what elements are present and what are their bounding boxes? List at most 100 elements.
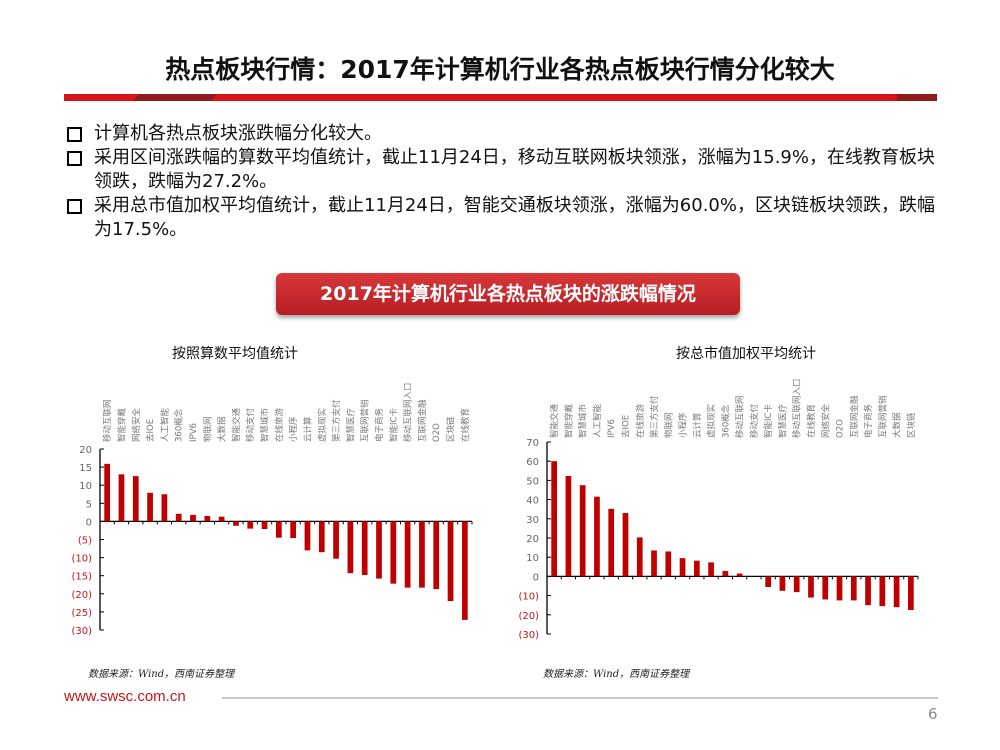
bar — [447, 521, 454, 602]
footer-divider — [222, 697, 938, 699]
y-tick-label: 30 — [526, 515, 539, 526]
y-tick-label: (15) — [71, 572, 92, 583]
chart-title-left: 按照算数平均值统计 — [172, 346, 298, 362]
bar — [361, 521, 368, 575]
bar — [290, 521, 297, 539]
footer-website-link[interactable]: www.swsc.com.cn — [64, 688, 186, 705]
category-label: 区块链 — [906, 412, 917, 438]
category-label: 智能IC卡 — [763, 404, 774, 438]
category-label: 去IOE — [620, 415, 631, 438]
slide-title: 热点板块行情：2017年计算机行业各热点板块行情分化较大 — [165, 55, 835, 84]
category-label: 虚拟现实 — [317, 408, 328, 442]
category-label: 智能穿戴 — [563, 403, 574, 438]
category-label: 移动互联网入口 — [792, 378, 803, 438]
y-tick-label: (10) — [71, 554, 92, 565]
bullet-text: 采用总市值加权平均值统计，截止11月24日，智能交通板块领涨，涨幅为60.0%，… — [94, 195, 935, 240]
bar — [836, 576, 843, 601]
bar — [594, 496, 600, 577]
bar — [376, 521, 382, 579]
bar — [651, 550, 657, 577]
bar — [161, 494, 168, 522]
category-label: 在线教育 — [460, 408, 471, 442]
category-label: 互联网金融 — [849, 395, 860, 438]
bar — [333, 521, 339, 559]
bar — [693, 560, 700, 577]
bar — [565, 475, 572, 577]
bar — [736, 573, 743, 577]
category-label: 小程序 — [288, 416, 299, 442]
category-label: 360概念 — [720, 404, 731, 438]
bar — [793, 576, 800, 593]
y-tick-label: 5 — [86, 499, 92, 510]
bar — [204, 515, 211, 522]
category-label: 智能交通 — [549, 403, 560, 438]
category-label: 移动支付 — [245, 407, 256, 442]
bar-chart-weighted: 70 60 50 40 30 20 10 0 (10) (20) (30) 智能交通 智能穿戴 智慧城市人… — [518, 378, 919, 641]
bar — [190, 514, 196, 522]
page-number: 6 — [928, 705, 938, 723]
category-label: 在线教育 — [806, 404, 817, 438]
category-label: O2O — [836, 419, 846, 438]
bar — [233, 521, 239, 526]
y-tick-label: (30) — [518, 630, 539, 641]
bar — [247, 521, 254, 529]
category-label: IPV6 — [607, 419, 617, 438]
category-label: 第三方支付 — [331, 399, 342, 442]
bar-chart-arithmetic: 20 15 10 5 0 (5) (10) (15) (20) (25) (30) 移动互联网 智能穿戴… — [71, 382, 473, 637]
bar — [104, 463, 111, 522]
y-tick-label: 15 — [79, 463, 92, 474]
bar — [908, 576, 914, 610]
bar — [218, 516, 225, 522]
bar — [579, 485, 586, 577]
bar — [404, 521, 411, 588]
category-label: 虚拟现实 — [706, 404, 717, 438]
bar — [390, 521, 397, 584]
category-label: 移动互联网 — [102, 399, 113, 442]
bullet-text: 计算机各热点板块涨跌幅分化较大。 — [94, 123, 382, 144]
bar — [665, 551, 672, 577]
category-label: 互联网营销 — [360, 399, 371, 442]
y-tick-label: (30) — [71, 626, 92, 637]
bar — [304, 521, 311, 551]
y-tick-label: 0 — [86, 517, 92, 528]
bar — [779, 576, 786, 591]
category-label: 智能穿戴 — [116, 407, 127, 442]
y-tick-label: (5) — [78, 536, 92, 547]
y-tick-label: (20) — [71, 590, 92, 601]
bar — [461, 521, 468, 620]
bullet-text: 采用区间涨跌幅的算数平均值统计，截止11月24日，移动互联网板块领涨，涨幅为15… — [94, 147, 935, 192]
category-label: IPV6 — [189, 423, 199, 442]
category-label: 大数据 — [217, 416, 228, 442]
bar — [132, 476, 139, 522]
bar — [551, 461, 557, 577]
category-label: 第三方支付 — [649, 395, 660, 438]
y-tick-label: (10) — [518, 592, 539, 603]
category-label: 互联网金融 — [417, 399, 428, 442]
square-bullet-icon — [67, 151, 82, 166]
section-banner: 2017年计算机行业各热点板块的涨跌幅情况 — [276, 273, 740, 315]
category-label: 智慧城市 — [578, 403, 589, 438]
bar — [722, 571, 729, 577]
y-tick-label: (20) — [518, 611, 539, 622]
chart-title-right: 按总市值加权平均统计 — [676, 346, 816, 362]
bar — [175, 513, 182, 522]
bar — [608, 508, 615, 577]
bar — [147, 492, 153, 522]
category-label: 360概念 — [174, 408, 185, 442]
y-tick-label: (25) — [71, 608, 92, 619]
category-label: 去IOE — [145, 419, 156, 442]
category-label: 互联网营销 — [877, 395, 888, 438]
bar — [261, 521, 268, 530]
category-label: 区块链 — [446, 416, 457, 442]
bar — [808, 576, 814, 598]
category-label: 智慧城市 — [260, 407, 271, 442]
category-label: 智慧医疗 — [777, 403, 788, 438]
category-label: 智能IC卡 — [388, 408, 399, 442]
y-tick-label: 10 — [526, 553, 539, 564]
category-label: 人工智能 — [592, 403, 603, 438]
category-label: 移动支付 — [749, 403, 760, 438]
bar — [275, 521, 282, 538]
category-label: 电子商务 — [863, 403, 874, 438]
category-label: 网络安全 — [131, 407, 142, 442]
category-label: 小程序 — [678, 412, 689, 438]
